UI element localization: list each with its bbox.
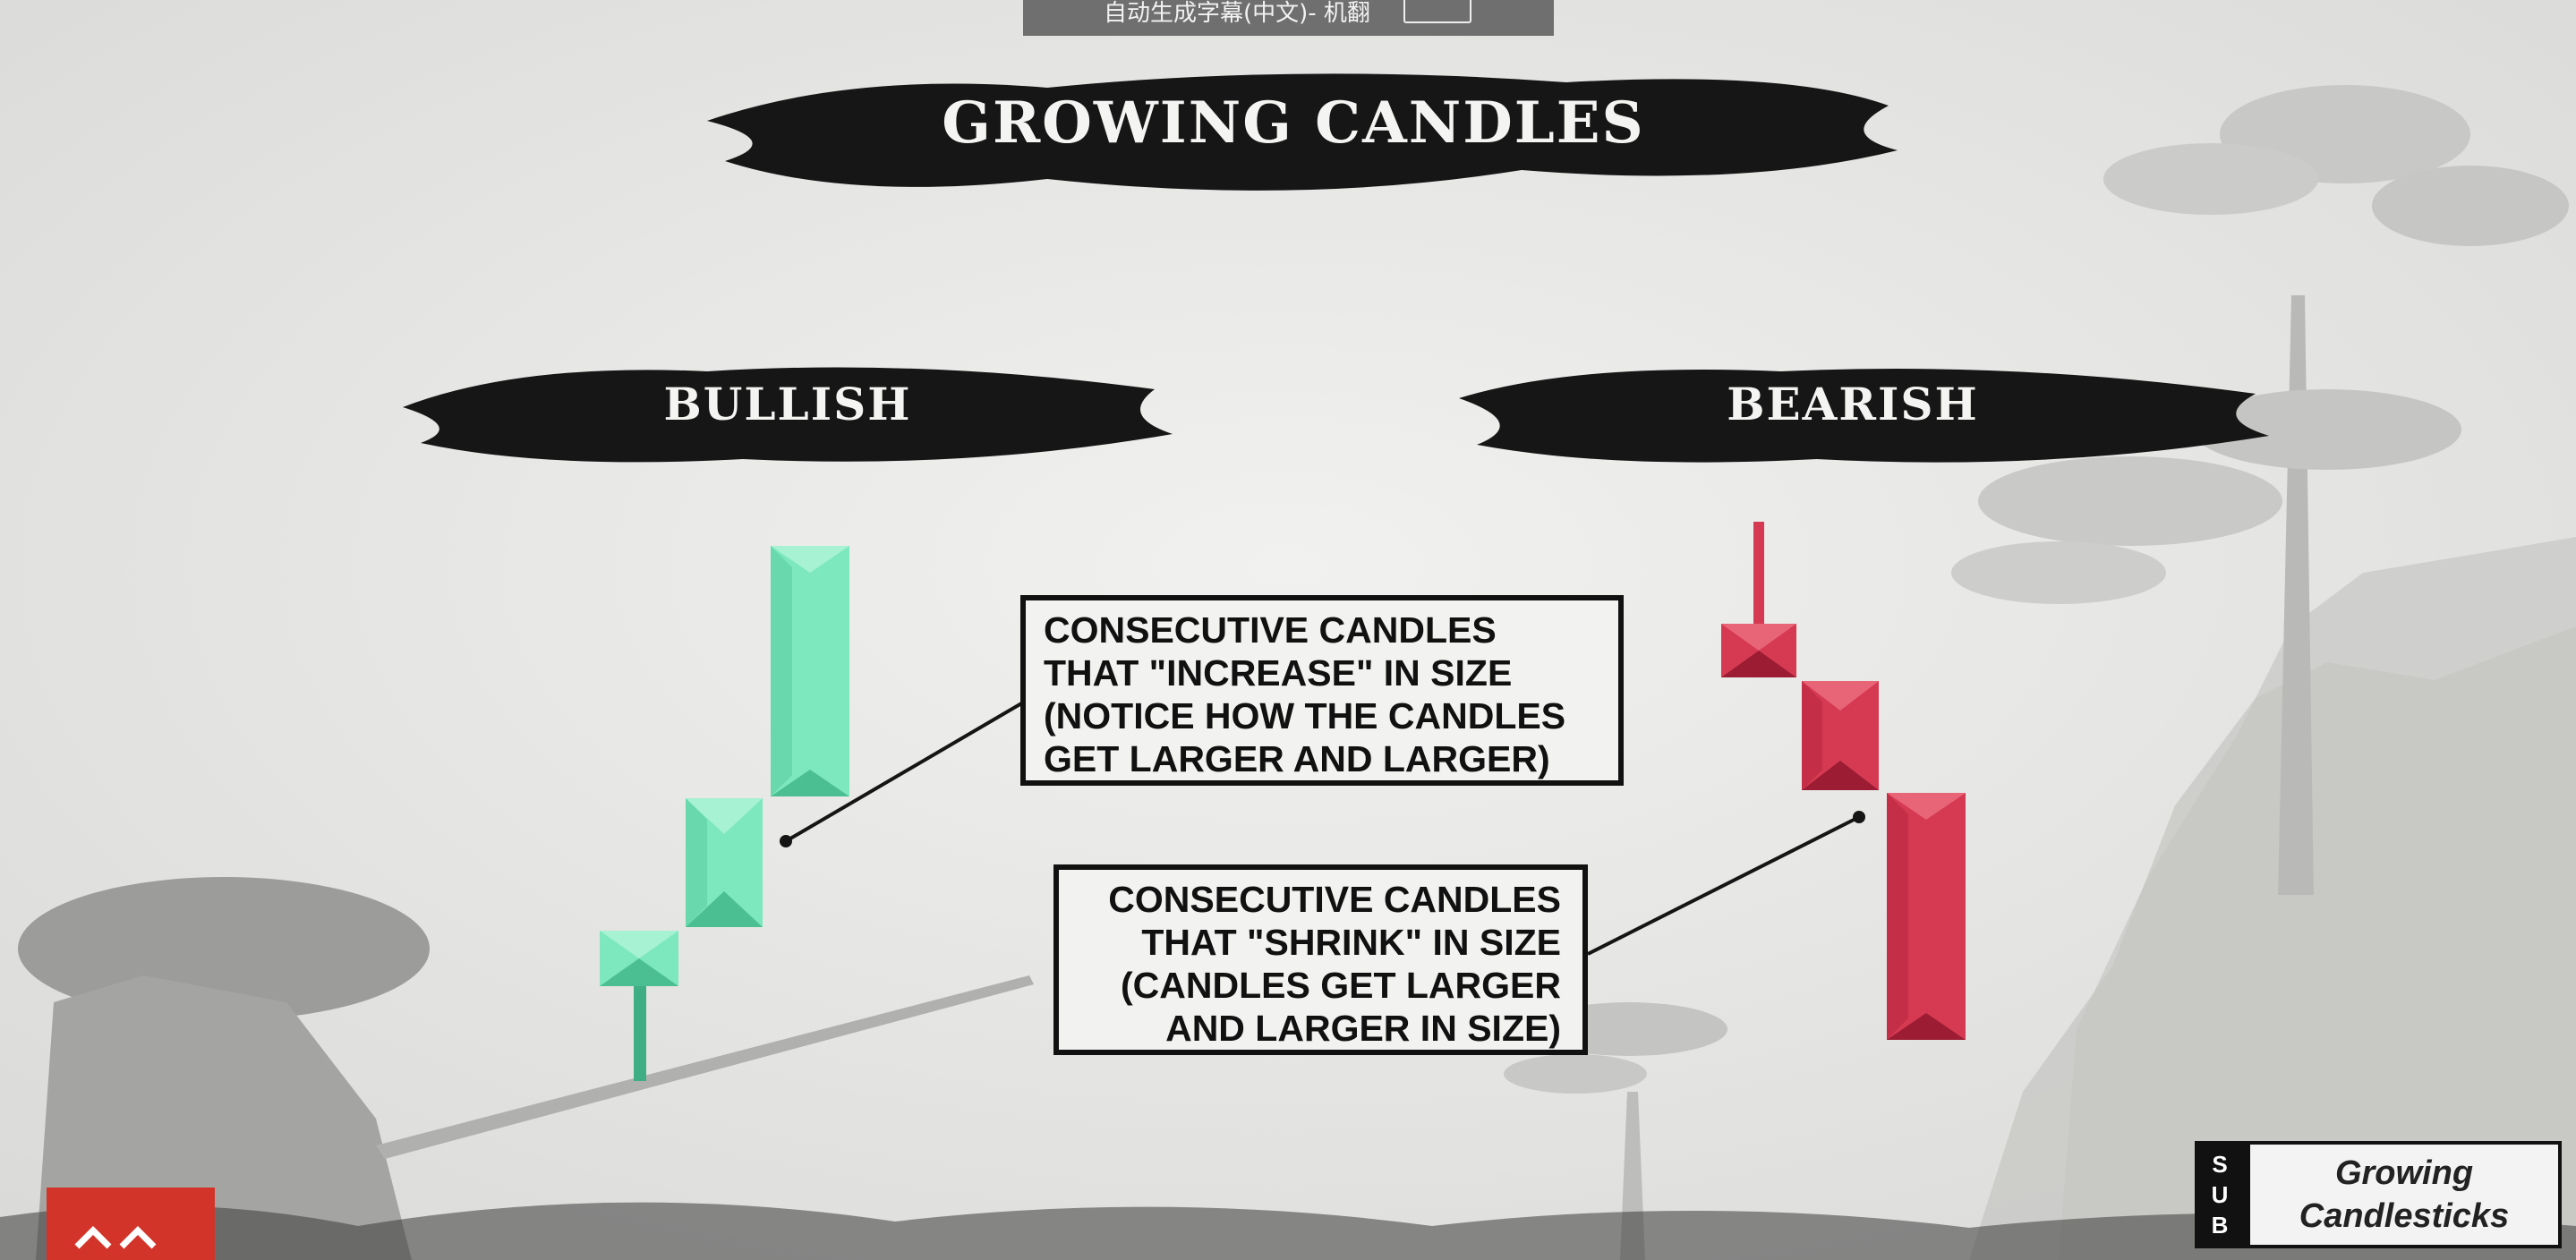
chevron-logo-icon[interactable] [47,1188,215,1260]
bullish-candle-small [600,931,678,1081]
bullish-brush-stroke [403,367,1173,463]
sub-letter-b: B [2211,1212,2229,1239]
subtitle-bar: 自动生成字幕(中文)- 机翻 [1023,0,1554,36]
sub-badge: S U B Growing Candlesticks [2195,1141,2562,1248]
bearish-connector [1587,811,1865,956]
bearish-candle-medium [1802,681,1879,790]
bullish-callout: CONSECUTIVE CANDLES THAT "INCREASE" IN S… [1020,595,1624,786]
sub-badge-letters: S U B [2195,1141,2245,1248]
bearish-candle-small [1721,522,1796,677]
bearish-callout: CONSECUTIVE CANDLES THAT "SHRINK" IN SIZ… [1053,864,1588,1055]
sub-letter-s: S [2212,1151,2228,1178]
bearish-brush-stroke [1459,369,2269,463]
page-title: GROWING CANDLES [942,89,1645,157]
bullish-connector [780,701,1025,847]
subtitle-bar-button[interactable] [1403,0,1471,23]
sub-badge-line1: Growing [2334,1154,2474,1192]
bullish-candle-large [771,546,849,796]
subtitle-bar-text: 自动生成字幕(中文)- 机翻 [1104,0,1370,27]
bearish-candle-large [1887,793,1966,1040]
sub-badge-label: Growing Candlesticks [2250,1145,2558,1245]
sub-badge-line2: Candlesticks [2299,1197,2510,1235]
sub-letter-u: U [2211,1181,2229,1208]
bearish-heading: BEARISH [1727,378,1979,430]
bullish-heading: BULLISH [663,378,912,430]
bullish-candle-medium [686,798,763,927]
title-brush-stroke [707,73,1898,191]
